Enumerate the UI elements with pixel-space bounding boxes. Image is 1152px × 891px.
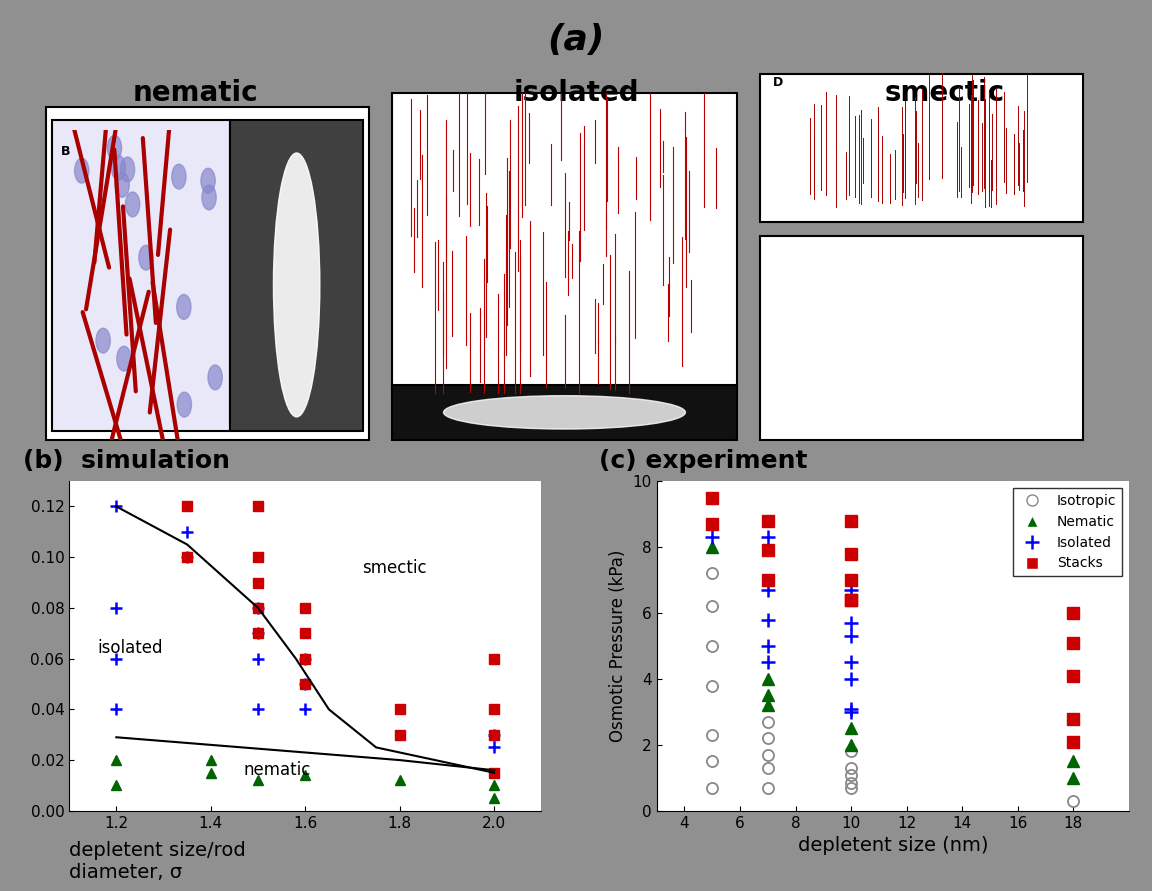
- Circle shape: [183, 397, 197, 422]
- Circle shape: [176, 276, 190, 301]
- Text: (b)  simulation: (b) simulation: [23, 449, 230, 473]
- Text: nematic: nematic: [244, 761, 311, 779]
- Bar: [52, 120, 230, 431]
- Ellipse shape: [785, 321, 1059, 346]
- Circle shape: [192, 388, 206, 413]
- Bar: [392, 93, 737, 394]
- Bar: [46, 107, 369, 440]
- Ellipse shape: [273, 153, 320, 417]
- Bar: [230, 120, 363, 431]
- Text: depletent size/rod
diameter, σ: depletent size/rod diameter, σ: [69, 841, 245, 882]
- X-axis label: depletent size (nm): depletent size (nm): [797, 837, 988, 855]
- Circle shape: [71, 353, 86, 378]
- Bar: [760, 74, 1083, 223]
- Ellipse shape: [785, 354, 1059, 379]
- Y-axis label: Osmotic Pressure (kPa): Osmotic Pressure (kPa): [609, 550, 627, 742]
- Text: nematic: nematic: [132, 78, 259, 107]
- Text: (a): (a): [547, 23, 605, 57]
- Bar: [760, 236, 1083, 440]
- Text: isolated: isolated: [513, 78, 639, 107]
- Text: smectic: smectic: [362, 560, 426, 577]
- Circle shape: [56, 387, 70, 412]
- Circle shape: [65, 388, 79, 413]
- Ellipse shape: [785, 288, 1059, 312]
- Ellipse shape: [444, 396, 685, 429]
- Text: (c) experiment: (c) experiment: [599, 449, 808, 473]
- Text: isolated: isolated: [98, 639, 162, 657]
- Text: D: D: [773, 76, 783, 89]
- Circle shape: [124, 263, 138, 288]
- Circle shape: [69, 191, 83, 216]
- Circle shape: [196, 366, 210, 391]
- Circle shape: [174, 215, 188, 240]
- Circle shape: [89, 160, 104, 184]
- Circle shape: [203, 227, 217, 252]
- Ellipse shape: [785, 255, 1059, 279]
- Circle shape: [210, 400, 223, 425]
- Circle shape: [165, 242, 179, 267]
- Text: B: B: [61, 144, 70, 158]
- Circle shape: [184, 181, 198, 206]
- Ellipse shape: [785, 388, 1059, 412]
- Bar: [392, 385, 737, 440]
- Legend: Isotropic, Nematic, Isolated, Stacks: Isotropic, Nematic, Isolated, Stacks: [1013, 488, 1122, 576]
- Text: smectic: smectic: [885, 78, 1005, 107]
